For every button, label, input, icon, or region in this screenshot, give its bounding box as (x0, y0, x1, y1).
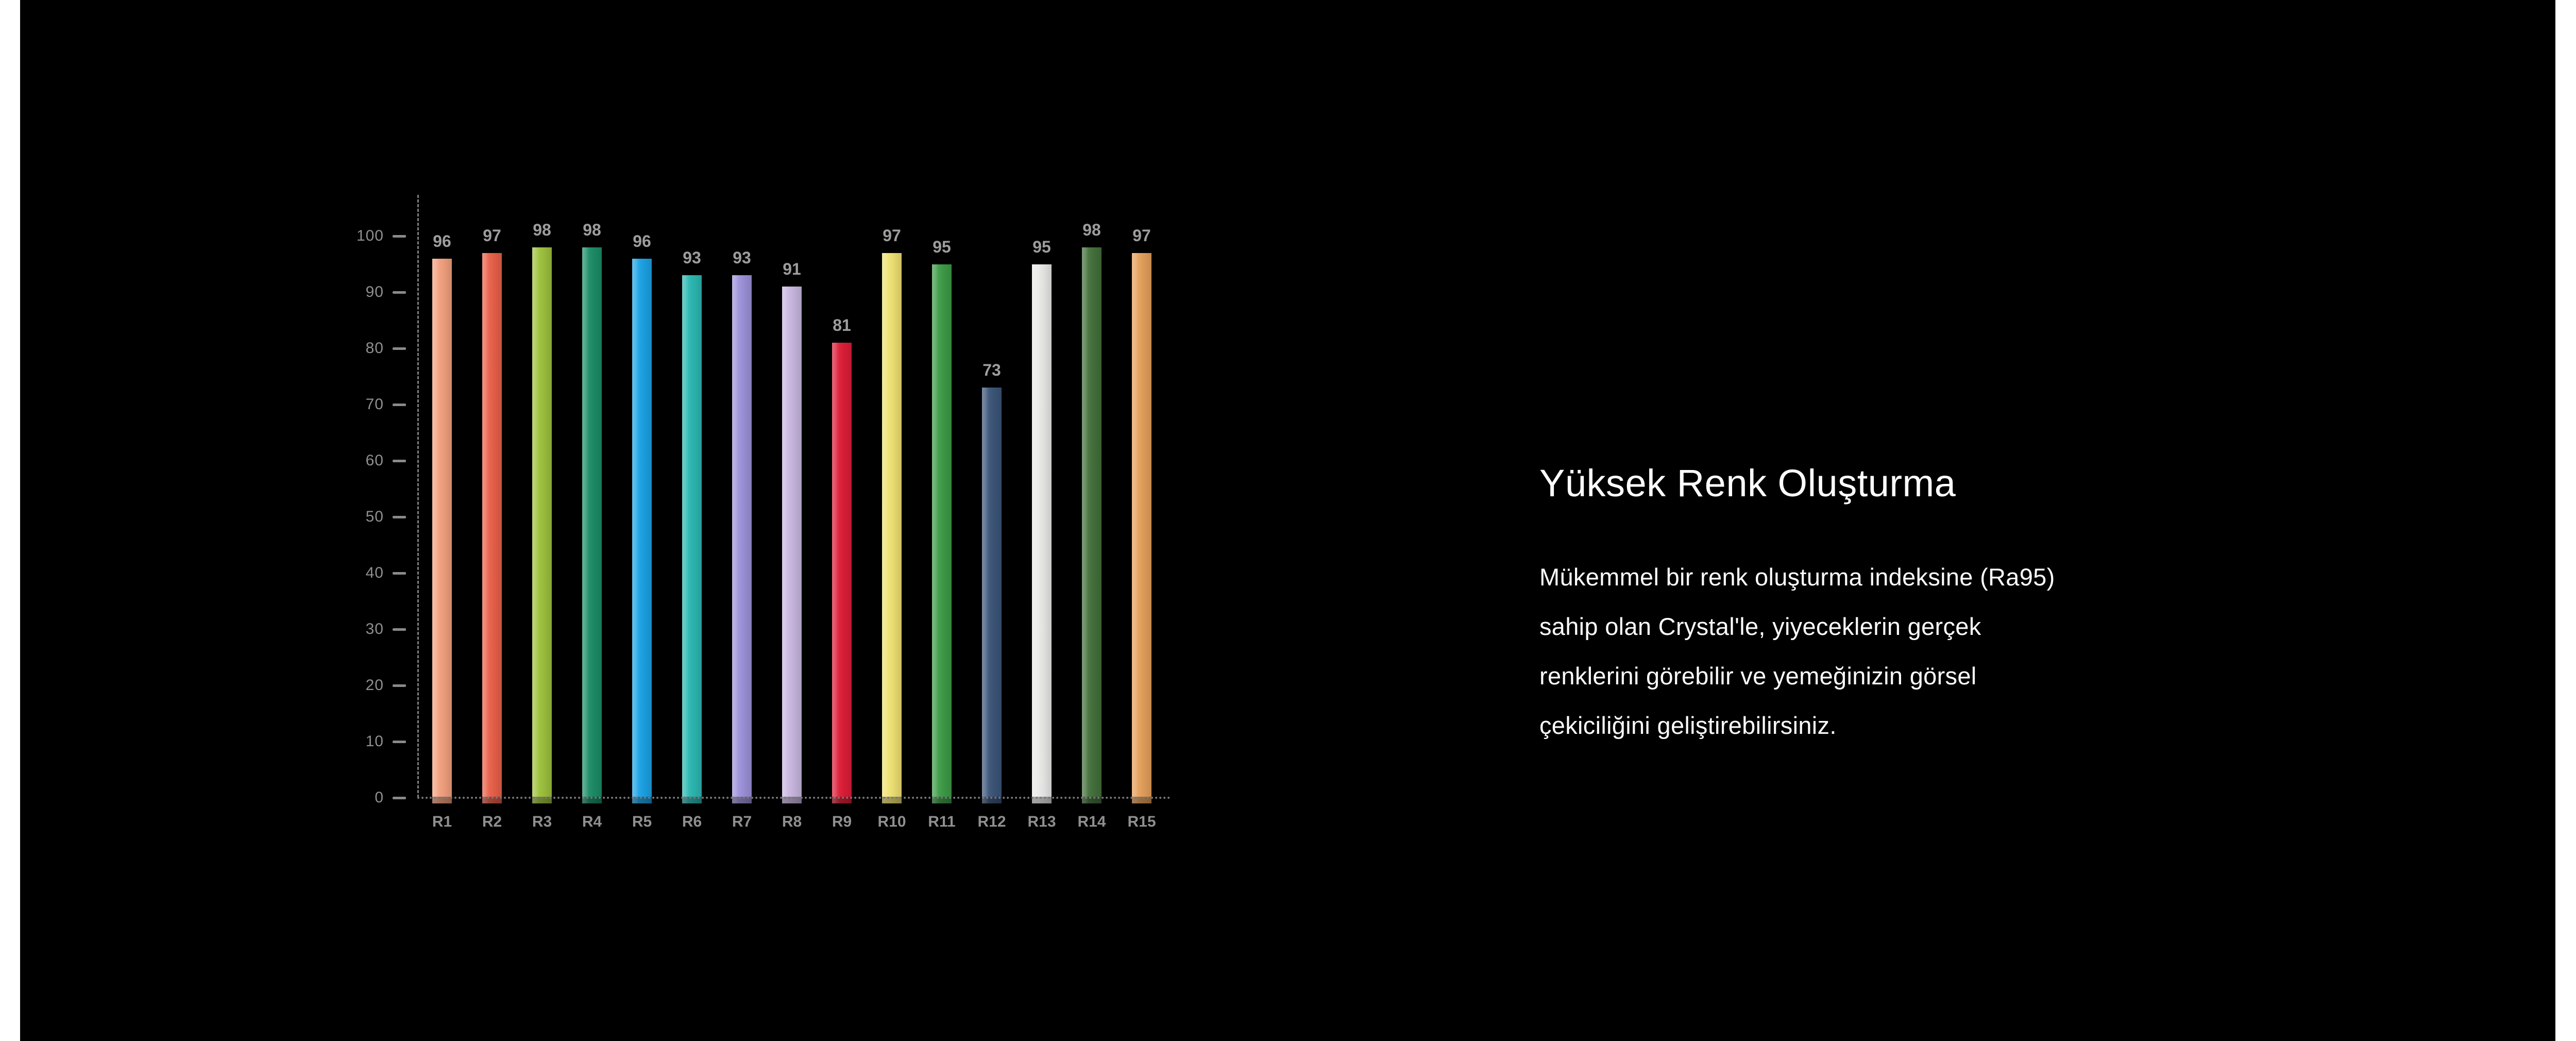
bar-value-label-r4: 98 (583, 220, 601, 239)
bar-r15 (1132, 253, 1151, 804)
bar-category-label-r10: R10 (877, 813, 906, 830)
y-axis-tick-mark (393, 291, 406, 294)
y-axis-tick-label: 50 (365, 508, 384, 525)
bar-value-label-r3: 98 (533, 220, 551, 239)
y-axis-tick-label: 10 (365, 733, 384, 750)
y-axis-tick-mark (393, 628, 406, 631)
bar-category-label-r15: R15 (1127, 813, 1156, 830)
y-axis-tick-label: 60 (365, 452, 384, 469)
bar-value-label-r12: 73 (982, 361, 1001, 380)
bar-category-label-r12: R12 (977, 813, 1006, 830)
bar-value-label-r7: 93 (733, 248, 751, 267)
bar-category-label-r5: R5 (632, 813, 652, 830)
bar-value-label-r6: 93 (683, 248, 701, 267)
bar-category-label-r14: R14 (1077, 813, 1106, 830)
x-axis-baseline (417, 797, 1171, 799)
bar-r12 (982, 388, 1002, 803)
y-axis-tick-mark (393, 460, 406, 462)
color-rendering-index-chart: 0 10 20 30 40 50 60 70 80 90 100 96 R1 97 R2 98 R3 98 R4 96… (289, 175, 1216, 855)
bar-value-label-r15: 97 (1132, 226, 1151, 245)
bar-category-label-r3: R3 (532, 813, 552, 830)
bar-category-label-r13: R13 (1027, 813, 1056, 830)
bar-category-label-r7: R7 (732, 813, 752, 830)
bar-category-label-r4: R4 (582, 813, 602, 830)
bar-value-label-r13: 95 (1032, 237, 1051, 256)
bar-r1 (432, 258, 452, 804)
bar-category-label-r1: R1 (432, 813, 452, 830)
bar-category-label-r6: R6 (682, 813, 702, 830)
y-axis-tick-mark (393, 235, 406, 238)
bar-value-label-r1: 96 (433, 231, 451, 250)
bar-value-label-r11: 95 (933, 237, 951, 256)
bar-category-label-r8: R8 (782, 813, 802, 830)
bar-r10 (882, 253, 902, 804)
bar-category-label-r11: R11 (928, 813, 956, 830)
y-axis-tick-mark (393, 684, 406, 687)
bar-value-label-r2: 97 (483, 226, 501, 245)
section-title: Yüksek Renk Oluşturma (1539, 462, 1956, 505)
y-axis-line (417, 195, 419, 798)
bar-r5 (632, 258, 652, 804)
section-body-text: Mükemmel bir renk oluşturma indeksine (R… (1539, 563, 2055, 739)
y-axis-tick-mark (393, 741, 406, 743)
y-axis-tick-label: 30 (365, 620, 384, 637)
bar-r4 (582, 247, 602, 804)
y-axis-tick-label: 80 (365, 340, 384, 357)
bar-r6 (682, 275, 702, 803)
y-axis-tick-label: 70 (365, 396, 384, 413)
bar-r9 (832, 343, 852, 803)
bar-category-label-r9: R9 (832, 813, 852, 830)
y-axis-tick-mark (393, 404, 406, 406)
bar-r2 (482, 253, 502, 804)
bar-r11 (932, 264, 952, 803)
y-axis-tick-label: 0 (375, 789, 384, 806)
bar-value-label-r5: 96 (633, 231, 651, 250)
y-axis-tick-mark (393, 572, 406, 575)
bar-value-label-r8: 91 (783, 260, 801, 279)
bar-value-label-r14: 98 (1082, 220, 1101, 239)
bar-r14 (1082, 247, 1101, 804)
bar-r3 (532, 247, 552, 804)
y-axis-tick-mark (393, 797, 406, 799)
y-axis-tick-label: 40 (365, 564, 384, 581)
y-axis-tick-mark (393, 347, 406, 350)
bar-value-label-r10: 97 (883, 226, 901, 245)
bar-r13 (1032, 264, 1052, 803)
y-axis-tick-label: 20 (365, 677, 384, 694)
y-axis-tick-mark (393, 516, 406, 518)
y-axis-tick-label: 100 (356, 227, 384, 244)
bar-r7 (732, 275, 752, 803)
bar-category-label-r2: R2 (482, 813, 502, 830)
bar-value-label-r9: 81 (833, 316, 851, 335)
bar-r8 (782, 287, 802, 803)
y-axis-tick-label: 90 (365, 283, 384, 300)
